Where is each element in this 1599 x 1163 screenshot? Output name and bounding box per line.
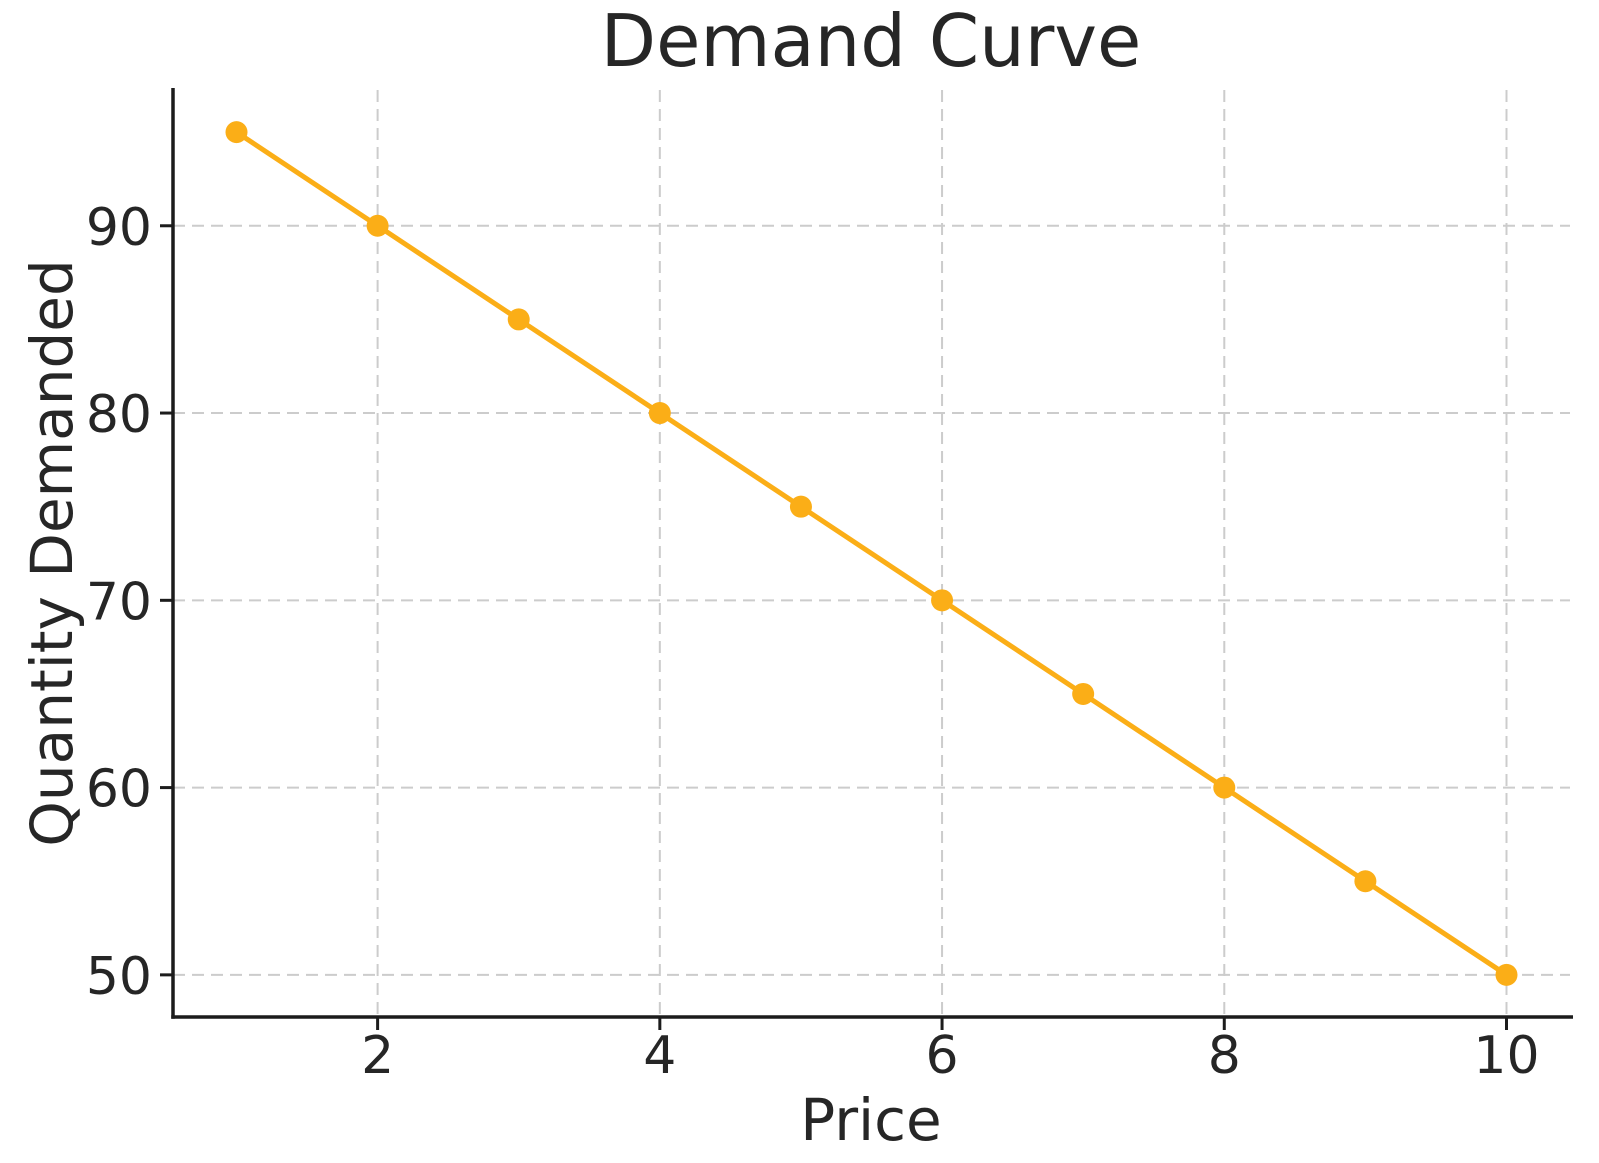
data-point-marker xyxy=(366,214,389,237)
x-tick-label: 2 xyxy=(361,1026,394,1086)
data-point-marker xyxy=(789,495,812,518)
data-point-marker xyxy=(1495,963,1518,986)
y-tick-label: 90 xyxy=(86,198,152,258)
data-point-marker xyxy=(1072,682,1095,705)
axis-spines xyxy=(171,88,1573,1019)
data-point-marker xyxy=(225,121,248,144)
x-tick-label: 8 xyxy=(1208,1026,1241,1086)
y-tick-label: 80 xyxy=(86,385,152,445)
data-point-marker xyxy=(931,589,954,612)
grid-lines xyxy=(173,90,1570,1017)
demand-line xyxy=(234,129,1509,978)
y-tick-label: 70 xyxy=(86,572,152,632)
data-point-marker xyxy=(1213,776,1236,799)
x-tick-label: 6 xyxy=(926,1026,959,1086)
y-tick-label: 60 xyxy=(86,760,152,820)
data-point-marker xyxy=(507,308,530,331)
x-tick-label: 10 xyxy=(1473,1026,1539,1086)
y-tick-label: 50 xyxy=(86,947,152,1007)
data-point-marker xyxy=(1354,870,1377,893)
y-axis-label: Quantity Demanded xyxy=(18,259,86,847)
x-tick-label: 4 xyxy=(643,1026,676,1086)
demand-line-series xyxy=(225,121,1518,986)
chart-title: Demand Curve xyxy=(601,0,1142,83)
data-point-marker xyxy=(648,402,671,425)
x-axis-label: Price xyxy=(800,1086,942,1154)
axis-ticks: 2 4 6 8 10 50 60 70 80 90 xyxy=(86,198,1540,1086)
